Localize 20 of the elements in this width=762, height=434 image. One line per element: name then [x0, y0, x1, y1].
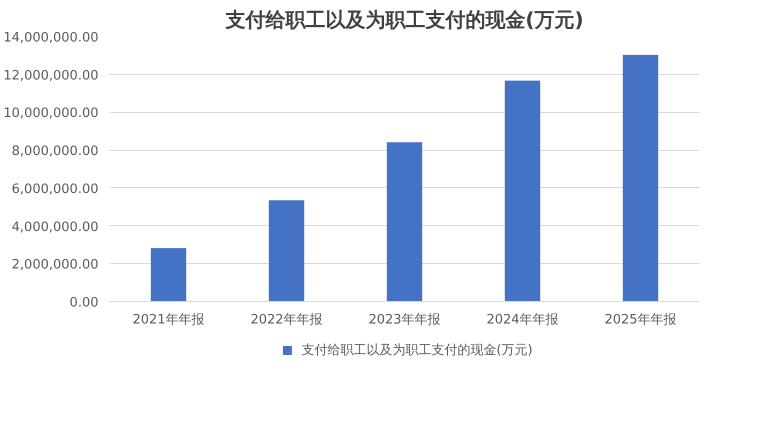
y-tick-label: 14,000,000.00: [3, 30, 98, 46]
x-tick-label: 2022年年报: [250, 312, 323, 328]
y-tick-label: 2,000,000.00: [12, 258, 99, 273]
chart-title: 支付给职工以及为职工支付的现金(万元): [224, 8, 584, 32]
bar: [622, 54, 658, 302]
x-tick-label: 2021年年报: [132, 312, 205, 328]
y-tick-label: 8,000,000.00: [12, 144, 99, 160]
legend-label: 支付给职工以及为职工支付的现金(万元): [301, 342, 533, 359]
y-tick-label: 6,000,000.00: [12, 182, 99, 197]
y-tick-label: 4,000,000.00: [12, 220, 99, 235]
x-tick-label: 2024年年报: [486, 312, 559, 328]
bar: [268, 200, 304, 302]
y-tick-label: 12,000,000.00: [3, 68, 98, 84]
y-tick-label: 10,000,000.00: [3, 106, 98, 122]
x-tick-label: 2025年年报: [604, 312, 677, 328]
y-tick-label: 0.00: [70, 296, 99, 310]
bar: [386, 142, 422, 302]
x-tick-label: 2023年年报: [368, 312, 441, 328]
bar: [150, 248, 186, 302]
bar: [504, 80, 540, 302]
